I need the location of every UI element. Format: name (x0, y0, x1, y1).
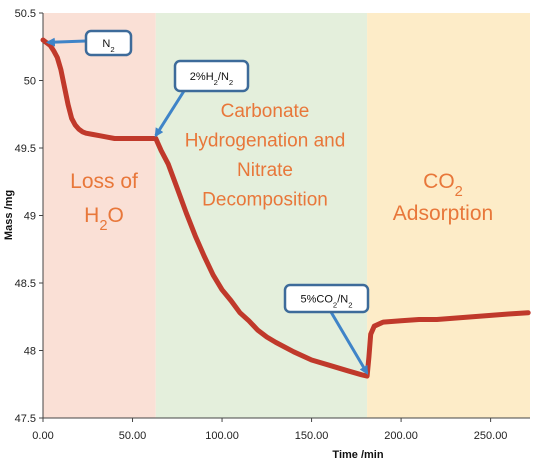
callout-box (283, 283, 370, 314)
region-label-decomposition: Decomposition (202, 190, 328, 211)
callout-arrow (154, 90, 186, 138)
callout-arrow (45, 37, 87, 47)
mass-series-line (40, 37, 531, 379)
x-tick-label: 250.00 (474, 430, 508, 442)
x-tick-label: 0.00 (32, 430, 53, 442)
callouts: N22%H2/N25%CO2/N2 (45, 29, 370, 375)
region-label-decomposition: Carbonate (221, 101, 310, 122)
region-adsorption (367, 13, 530, 418)
region-label-decomposition: Nitrate (237, 160, 293, 181)
x-tick-label: 100.00 (205, 430, 239, 442)
callout-box (84, 29, 133, 57)
y-tick-label: 49 (24, 211, 36, 223)
x-tick-label: 50.00 (119, 430, 147, 442)
x-axis-title: Time /min (332, 449, 383, 461)
y-tick-label: 49.5 (15, 143, 36, 155)
region-label-adsorption: Adsorption (393, 202, 493, 225)
region-label-decomposition: Hydrogenation and (185, 131, 346, 152)
callout-arrow (329, 311, 369, 375)
y-tick-label: 50 (24, 76, 36, 88)
x-tick-label: 150.00 (295, 430, 329, 442)
callout-label: 2%H2/N2 (190, 71, 233, 87)
y-tick-label: 50.5 (15, 8, 36, 20)
y-tick-label: 48.5 (15, 278, 36, 290)
callout-box (173, 59, 250, 93)
callout-label: 5%CO2/N2 (301, 294, 353, 310)
y-axis-title: Mass /mg (3, 190, 15, 240)
y-tick-label: 47.5 (15, 413, 36, 425)
tick-labels: 0.00 50.00 100.00 150.00 200.00 250.00 47.5 48 4… (15, 8, 508, 442)
series-group (40, 37, 531, 379)
y-tick-label: 48 (24, 346, 36, 358)
x-tick-label: 200.00 (384, 430, 418, 442)
region-label-water: Loss of (70, 170, 138, 193)
